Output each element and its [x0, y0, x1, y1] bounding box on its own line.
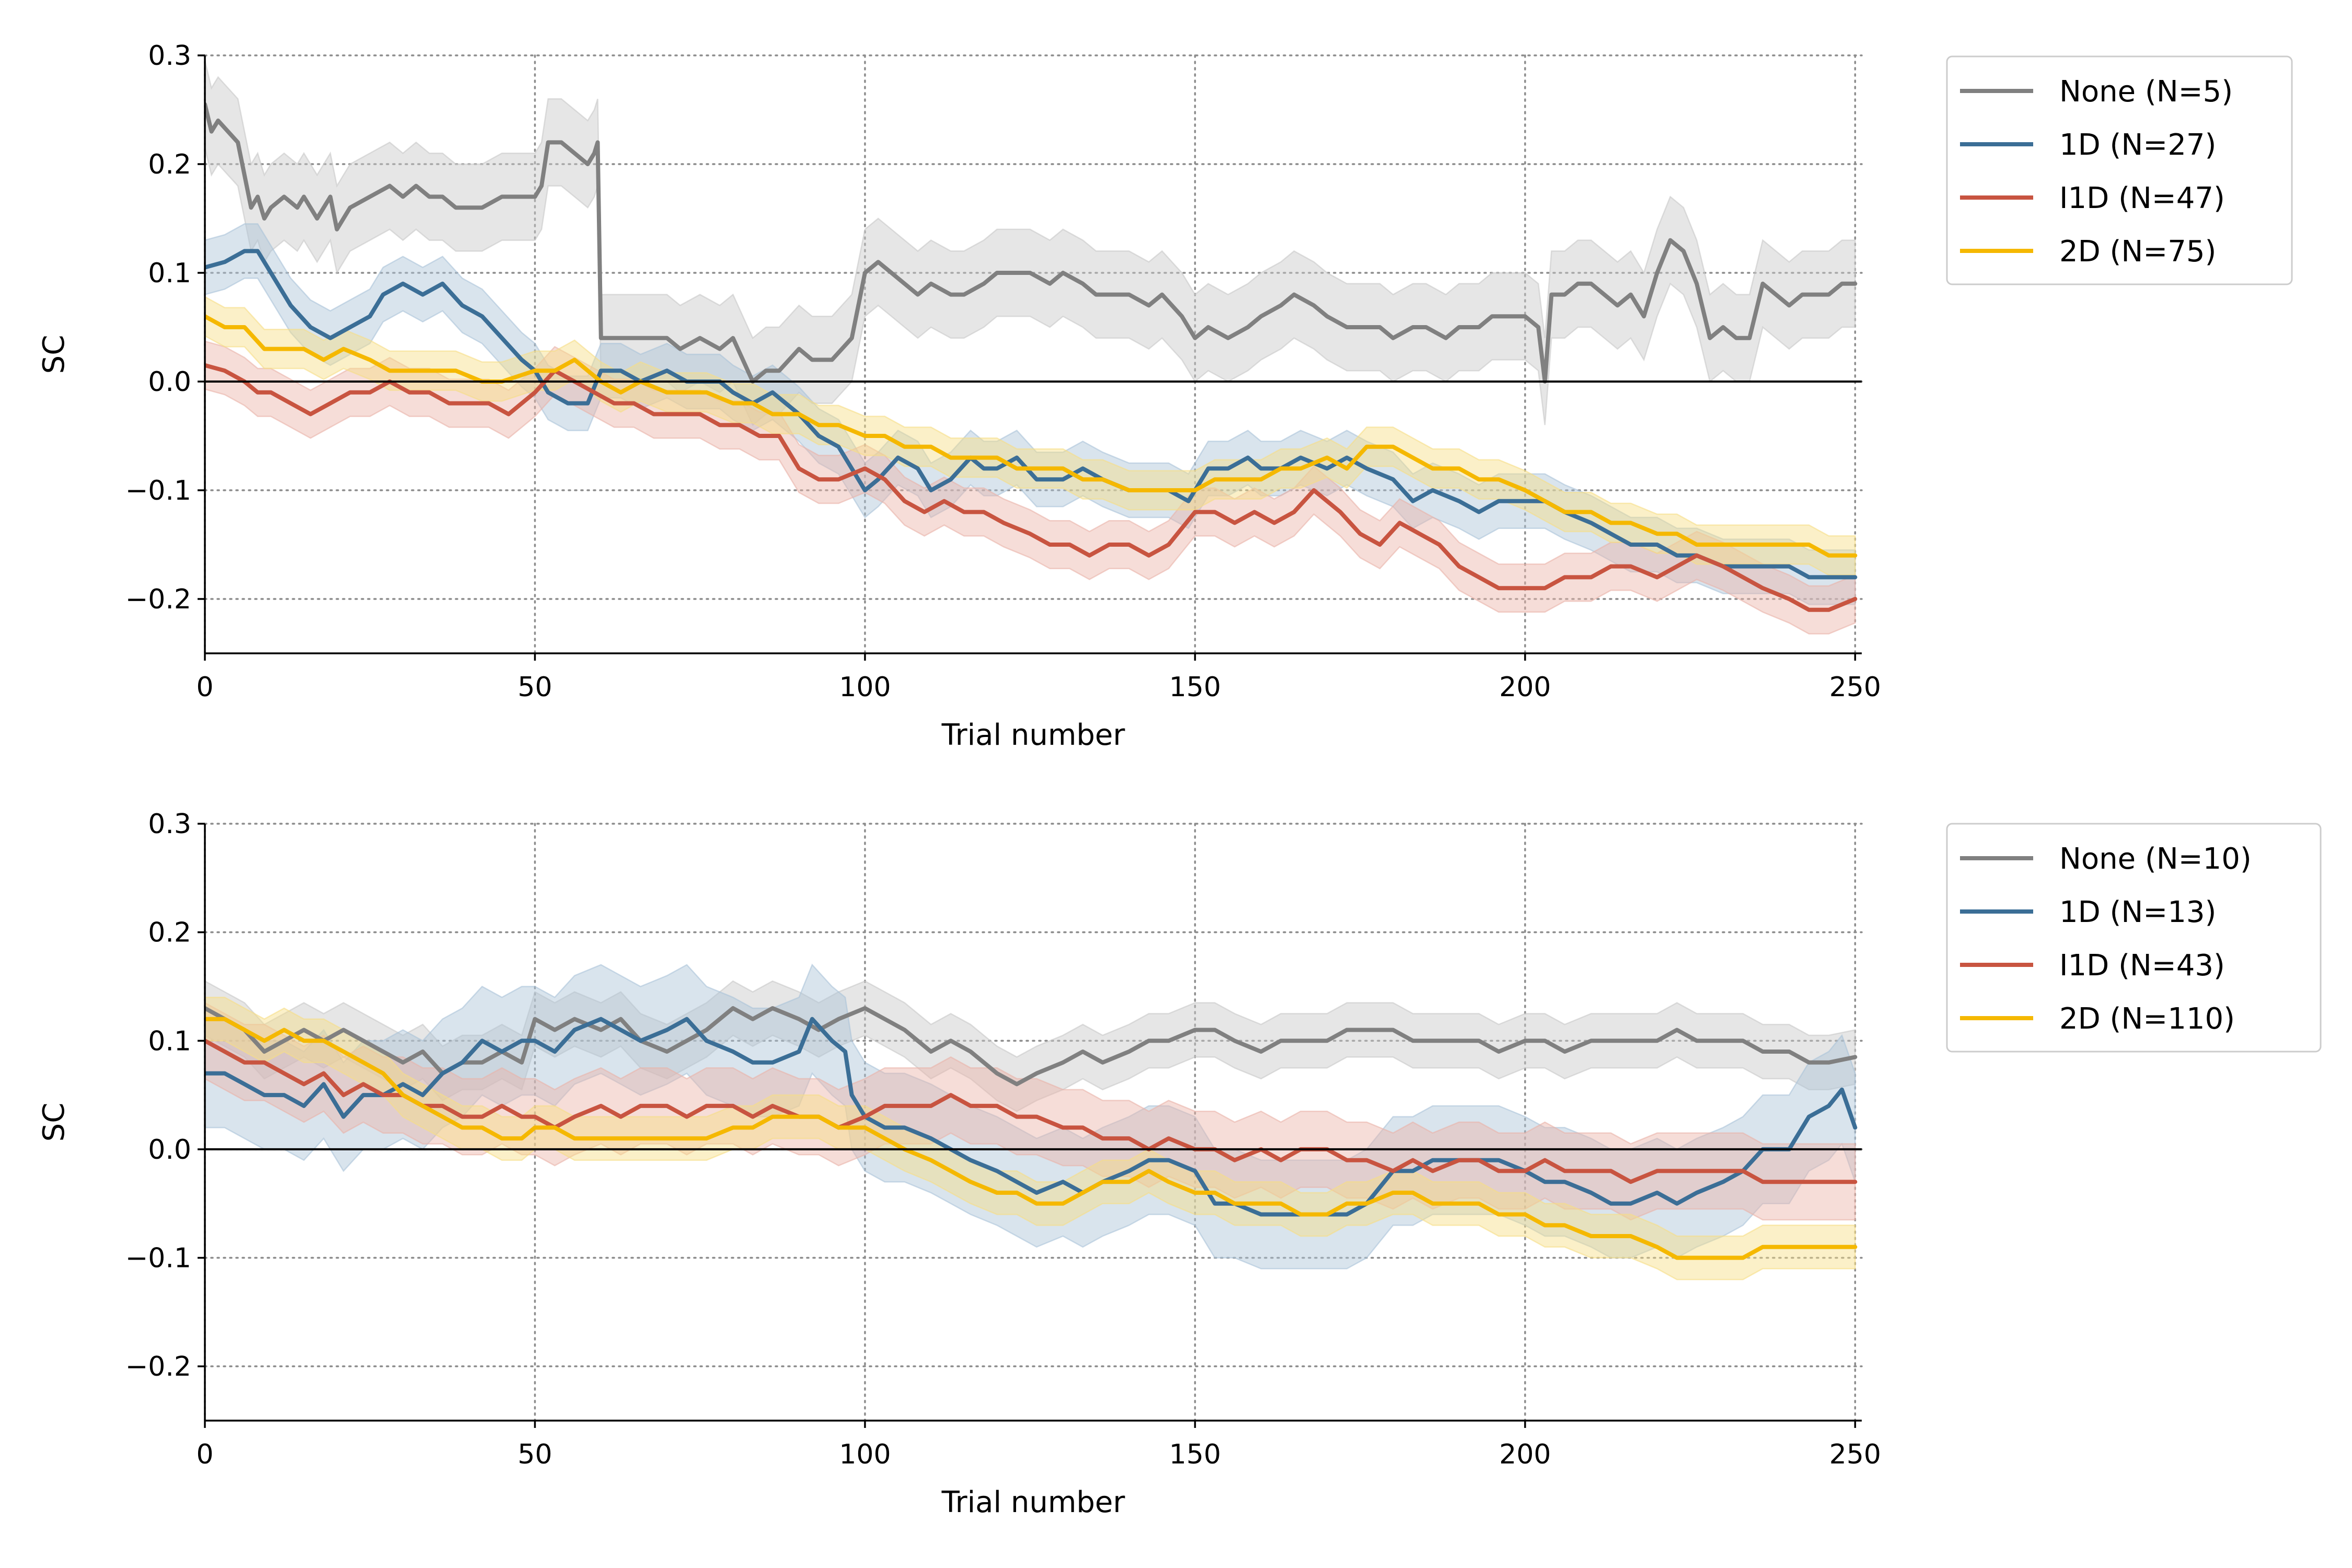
- y-tick-label: 0.3: [148, 809, 191, 840]
- legend-item: 2D (N=75): [1960, 235, 2216, 269]
- series-band-2: [205, 340, 1856, 635]
- series-layer: [205, 61, 1858, 635]
- legend: None (N=10) 1D (N=13) I1D (N=43) 2D (N=110): [1946, 823, 2322, 1053]
- x-tick-label: 100: [839, 672, 891, 703]
- y-tick-label: 0.1: [148, 1025, 191, 1057]
- legend-label: 2D (N=110): [2059, 1002, 2235, 1036]
- series-line-3: [205, 1017, 1858, 1260]
- x-tick-label: 250: [1829, 672, 1881, 703]
- chart-panel-top: 0 50 100 150 200 250 −0.2 −0.1 0.0 0.1 0.2 0.3 Trial…: [37, 40, 2293, 752]
- x-tick-label: 250: [1829, 1439, 1881, 1470]
- x-tick-label: 200: [1499, 672, 1551, 703]
- y-tick-label: 0.3: [148, 40, 191, 72]
- legend-item: None (N=5): [1960, 75, 2233, 109]
- y-tick-label: 0.0: [148, 366, 191, 398]
- legend-item: I1D (N=47): [1960, 181, 2225, 215]
- legend-label: I1D (N=43): [2059, 949, 2225, 983]
- series-line-1: [205, 1017, 1858, 1217]
- series-band-3: [205, 296, 1856, 576]
- x-tick-label: 0: [196, 672, 213, 703]
- series-line-3: [205, 314, 1858, 558]
- y-axis-label: SC: [37, 335, 71, 374]
- legend: None (N=5) 1D (N=27) I1D (N=47) 2D (N=75): [1946, 55, 2293, 285]
- x-axis-label: Trial number: [941, 1485, 1126, 1519]
- legend-label: 1D (N=13): [2059, 895, 2216, 929]
- legend-label: I1D (N=47): [2059, 181, 2225, 215]
- legend-box: [1946, 55, 2293, 285]
- x-tick-label: 0: [196, 1439, 213, 1470]
- y-tick-label: 0.1: [148, 258, 191, 289]
- series-line-2: [205, 363, 1858, 612]
- x-axis-label: Trial number: [941, 718, 1126, 752]
- legend-item: 1D (N=13): [1960, 895, 2216, 929]
- legend-label: 1D (N=27): [2059, 128, 2216, 162]
- legend-item: 1D (N=27): [1960, 128, 2216, 162]
- legend-label: 2D (N=75): [2059, 235, 2216, 269]
- series-layer: [205, 963, 1858, 1281]
- y-tick-label: 0.2: [148, 917, 191, 949]
- x-tick-label: 50: [517, 1439, 552, 1470]
- x-tick-label: 150: [1169, 672, 1221, 703]
- x-tick-label: 200: [1499, 1439, 1551, 1470]
- legend-item: None (N=10): [1960, 842, 2252, 876]
- legend-item: 2D (N=110): [1960, 1002, 2235, 1036]
- x-tick-label: 50: [517, 672, 552, 703]
- y-axis-label: SC: [37, 1103, 71, 1142]
- legend-item: I1D (N=43): [1960, 949, 2225, 983]
- legend-label: None (N=10): [2059, 842, 2252, 876]
- legend-box: [1946, 823, 2322, 1053]
- x-tick-label: 150: [1169, 1439, 1221, 1470]
- y-tick-label: 0.2: [148, 149, 191, 180]
- y-tick-label: 0.0: [148, 1134, 191, 1166]
- chart-panel-bottom: 0 50 100 150 200 250 −0.2 −0.1 0.0 0.1 0.2 0.3 Trial…: [37, 809, 2322, 1519]
- series-line-0: [205, 102, 1858, 384]
- x-tick-label: 100: [839, 1439, 891, 1470]
- y-tick-label: −0.2: [125, 584, 191, 615]
- panels: 0 50 100 150 200 250 −0.2 −0.1 0.0 0.1 0.2 0.3 Trial…: [37, 40, 2322, 1519]
- legend-label: None (N=5): [2059, 75, 2233, 109]
- y-tick-label: −0.2: [125, 1351, 191, 1382]
- y-tick-label: −0.1: [125, 475, 191, 506]
- series-line-2: [205, 1039, 1858, 1184]
- y-tick-label: −0.1: [125, 1243, 191, 1274]
